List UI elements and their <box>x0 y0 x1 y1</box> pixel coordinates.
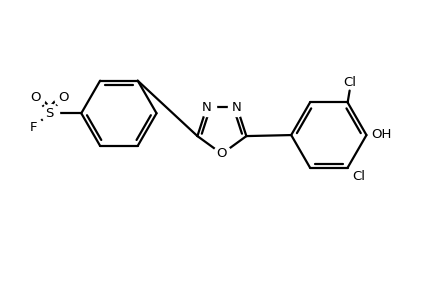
Text: O: O <box>216 147 227 160</box>
Text: N: N <box>232 101 242 114</box>
Text: Cl: Cl <box>343 76 356 89</box>
Text: OH: OH <box>371 128 392 141</box>
Text: S: S <box>46 107 54 120</box>
Text: O: O <box>58 91 69 104</box>
Text: F: F <box>30 121 38 134</box>
Text: N: N <box>202 101 212 114</box>
Text: O: O <box>30 91 41 104</box>
Text: Cl: Cl <box>353 170 365 183</box>
